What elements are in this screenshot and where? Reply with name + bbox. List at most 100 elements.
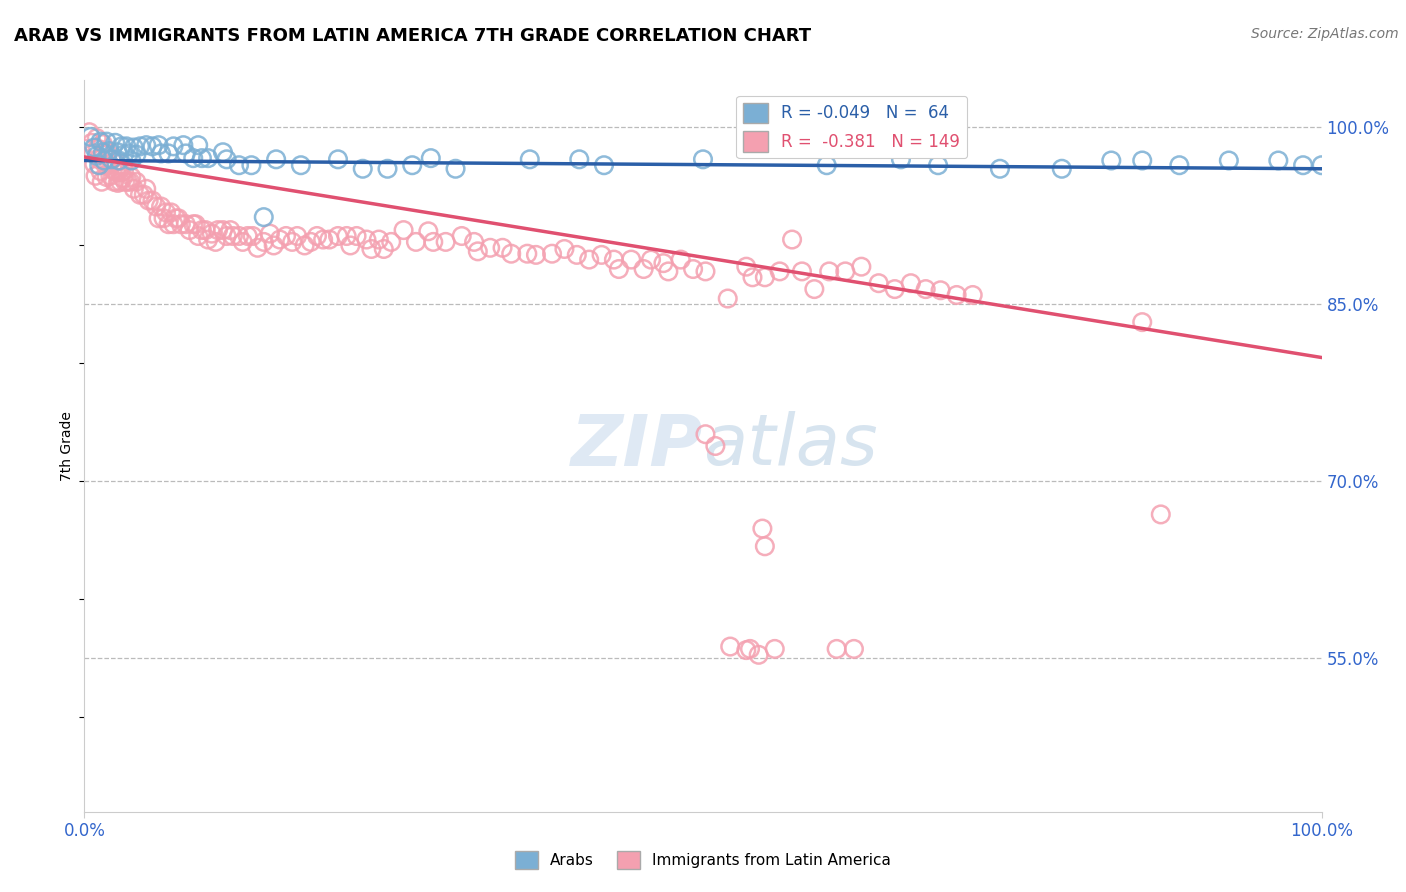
Point: [96, 135, 118, 149]
Point: [89, 158, 111, 172]
Point: [434, 235, 457, 249]
Point: [633, 262, 655, 277]
Point: [129, 187, 152, 202]
Point: [285, 229, 308, 244]
Point: [326, 153, 349, 167]
Point: [299, 235, 322, 249]
Point: [578, 252, 600, 267]
Point: [253, 235, 276, 249]
Point: [112, 164, 135, 178]
Point: [541, 246, 564, 260]
Text: ZIP: ZIP: [571, 411, 703, 481]
Point: [463, 235, 485, 249]
Legend: R = -0.049   N =  64, R =  -0.381   N = 149: R = -0.049 N = 64, R = -0.381 N = 149: [737, 96, 967, 158]
Point: [114, 175, 136, 189]
Point: [110, 165, 132, 179]
Point: [89, 135, 111, 149]
Point: [593, 158, 616, 172]
Point: [657, 264, 679, 278]
Point: [93, 147, 115, 161]
Point: [90, 175, 112, 189]
Point: [107, 145, 129, 160]
Point: [352, 161, 374, 176]
Point: [450, 229, 472, 244]
Point: [1150, 508, 1173, 522]
Point: [491, 241, 513, 255]
Point: [125, 175, 148, 189]
Point: [929, 283, 952, 297]
Point: [264, 153, 287, 167]
Point: [834, 264, 856, 278]
Point: [927, 158, 949, 172]
Point: [191, 151, 214, 165]
Point: [360, 242, 382, 256]
Point: [110, 175, 132, 189]
Point: [669, 252, 692, 267]
Point: [305, 229, 328, 244]
Y-axis label: 7th Grade: 7th Grade: [60, 411, 75, 481]
Point: [1218, 153, 1240, 168]
Point: [83, 157, 105, 171]
Point: [269, 233, 291, 247]
Point: [181, 151, 204, 165]
Point: [96, 169, 118, 184]
Point: [215, 153, 238, 167]
Point: [97, 146, 120, 161]
Point: [704, 439, 727, 453]
Point: [373, 242, 395, 256]
Point: [1050, 161, 1073, 176]
Point: [194, 223, 217, 237]
Point: [356, 233, 378, 247]
Point: [103, 175, 125, 189]
Point: [148, 138, 170, 153]
Point: [187, 229, 209, 244]
Point: [392, 223, 415, 237]
Point: [591, 248, 613, 262]
Point: [339, 238, 361, 252]
Point: [1130, 153, 1153, 168]
Point: [240, 158, 263, 172]
Point: [294, 238, 316, 252]
Point: [401, 158, 423, 172]
Point: [184, 217, 207, 231]
Point: [962, 288, 984, 302]
Point: [367, 233, 389, 247]
Point: [100, 153, 122, 167]
Point: [1130, 315, 1153, 329]
Point: [82, 146, 104, 161]
Point: [519, 153, 541, 167]
Point: [207, 223, 229, 237]
Point: [187, 138, 209, 153]
Point: [105, 165, 128, 179]
Point: [259, 227, 281, 241]
Point: [120, 153, 142, 168]
Text: Source: ZipAtlas.com: Source: ZipAtlas.com: [1251, 27, 1399, 41]
Point: [868, 276, 890, 290]
Point: [780, 233, 803, 247]
Point: [108, 164, 131, 178]
Point: [84, 169, 107, 183]
Point: [620, 252, 643, 267]
Point: [98, 144, 121, 158]
Point: [377, 161, 399, 176]
Point: [418, 224, 440, 238]
Point: [603, 252, 626, 267]
Point: [803, 282, 825, 296]
Point: [422, 235, 444, 249]
Point: [818, 264, 841, 278]
Point: [735, 260, 758, 274]
Point: [890, 153, 912, 167]
Point: [501, 246, 523, 260]
Point: [80, 136, 103, 150]
Point: [89, 164, 111, 178]
Point: [120, 169, 142, 184]
Point: [135, 138, 157, 153]
Point: [87, 142, 110, 156]
Point: [155, 205, 177, 219]
Point: [738, 641, 761, 656]
Point: [138, 194, 160, 208]
Point: [107, 176, 129, 190]
Point: [763, 641, 786, 656]
Point: [419, 151, 441, 165]
Point: [692, 153, 714, 167]
